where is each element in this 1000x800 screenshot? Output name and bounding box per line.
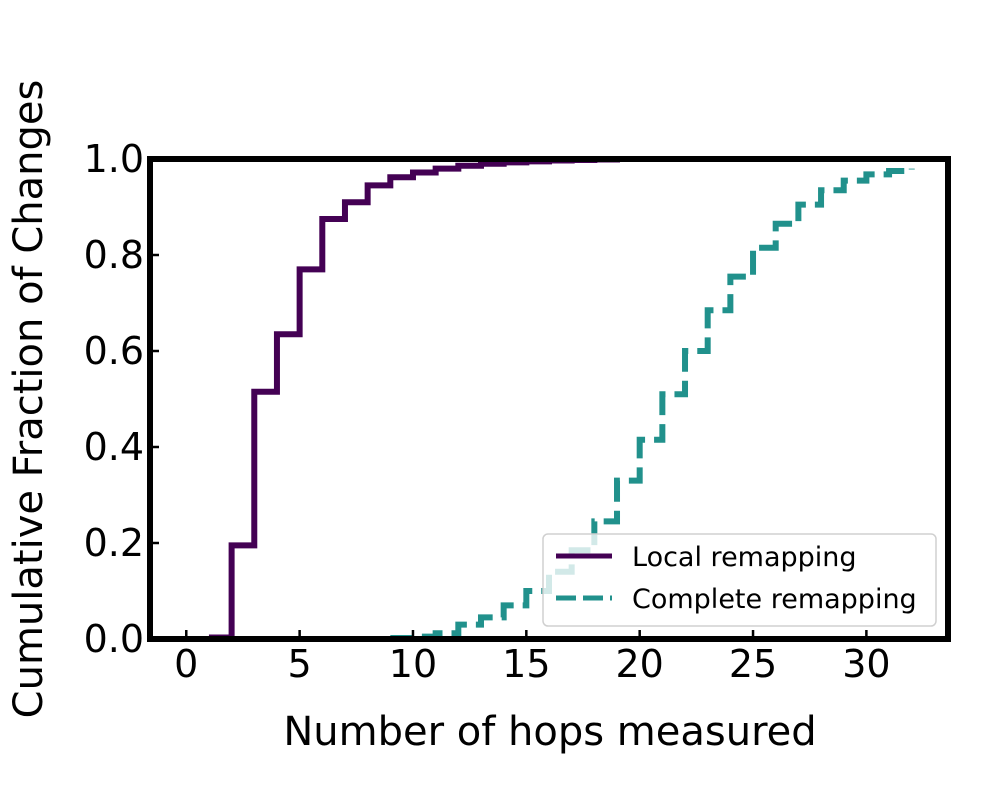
plot-frame	[147, 156, 951, 642]
y-tick-label: 0.6	[84, 329, 144, 373]
legend-label-local-remapping: Local remapping	[632, 542, 857, 573]
x-tick-label: 20	[616, 642, 664, 686]
y-tick-label: 0.4	[84, 425, 144, 469]
x-tick-label: 5	[288, 642, 312, 686]
y-tick-label: 0.8	[84, 233, 144, 277]
y-ticks: 0.0 0.2 0.4 0.6 0.8 1.0	[84, 137, 159, 661]
x-tick-label: 30	[842, 642, 890, 686]
legend-label-complete-remapping: Complete remapping	[632, 584, 917, 615]
legend-box	[542, 533, 937, 627]
y-tick-label: 1.0	[84, 137, 144, 181]
x-tick-label: 0	[174, 642, 198, 686]
series-line-complete-remapping	[390, 168, 915, 642]
x-tick-label: 25	[729, 642, 777, 686]
y-tick-label: 0.2	[84, 521, 144, 565]
legend: Local remapping Complete remapping	[542, 533, 937, 627]
y-axis-label: Cumulative Fraction of Changes	[6, 80, 52, 719]
y-tick-label: 0.0	[84, 617, 144, 661]
x-ticks: 0 5 10 15 20 25 30	[174, 630, 891, 686]
x-axis-label: Number of hops measured	[283, 709, 816, 755]
x-tick-label: 15	[502, 642, 550, 686]
x-tick-label: 10	[389, 642, 437, 686]
